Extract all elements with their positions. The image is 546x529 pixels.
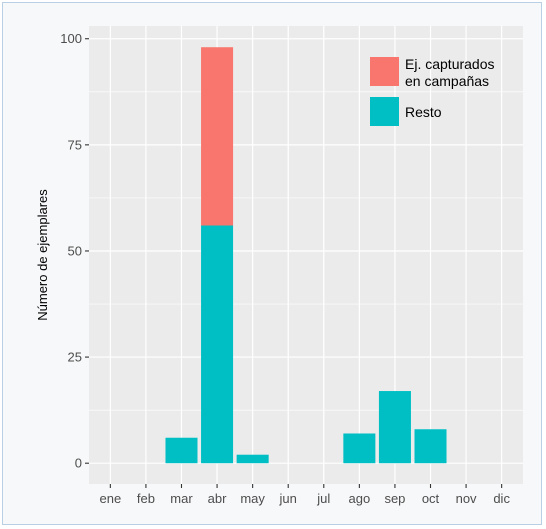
- legend-label-campaign-line2: en campañas: [405, 73, 489, 89]
- bar-rest: [414, 429, 447, 464]
- bar-rest: [343, 433, 376, 464]
- y-axis-label: Número de ejemplares: [35, 189, 50, 321]
- legend-key-rest: [370, 97, 399, 126]
- x-tick-label: dic: [493, 491, 510, 506]
- x-tick-label: oct: [422, 491, 440, 506]
- x-tick-label: abr: [208, 491, 227, 506]
- y-tick-label: 50: [68, 243, 82, 258]
- x-tick-label: sep: [384, 491, 405, 506]
- grid-minor: [89, 91, 523, 411]
- legend-label-campaign-line1: Ej. capturados: [405, 56, 495, 72]
- legend-key-campaign: [370, 57, 399, 86]
- plot-panel: [89, 26, 523, 484]
- bar-rest: [201, 225, 234, 464]
- x-tick-label: jun: [279, 491, 297, 506]
- y-tick-label: 100: [60, 31, 82, 46]
- y-axis: 0 25 50 75 100: [60, 31, 89, 471]
- legend: Ej. capturados en campañas Resto: [370, 56, 495, 126]
- bar-campaign: [201, 47, 234, 226]
- y-tick-label: 0: [75, 456, 82, 471]
- bars: [165, 47, 447, 464]
- grid-major: [89, 26, 523, 484]
- x-tick-label: nov: [456, 491, 477, 506]
- bar-rest: [165, 437, 198, 464]
- x-axis: ene feb mar abr may jun jul ago sep oct nov dic: [99, 484, 510, 506]
- y-tick-label: 25: [68, 350, 82, 365]
- x-tick-label: ago: [349, 491, 371, 506]
- x-tick-label: may: [240, 491, 265, 506]
- legend-label-rest: Resto: [405, 104, 442, 120]
- x-tick-label: ene: [99, 491, 121, 506]
- x-tick-label: jul: [316, 491, 330, 506]
- x-tick-label: mar: [170, 491, 193, 506]
- x-tick-label: feb: [137, 491, 155, 506]
- y-tick-label: 75: [68, 137, 82, 152]
- bar-rest: [378, 391, 411, 464]
- bar-rest: [236, 454, 269, 464]
